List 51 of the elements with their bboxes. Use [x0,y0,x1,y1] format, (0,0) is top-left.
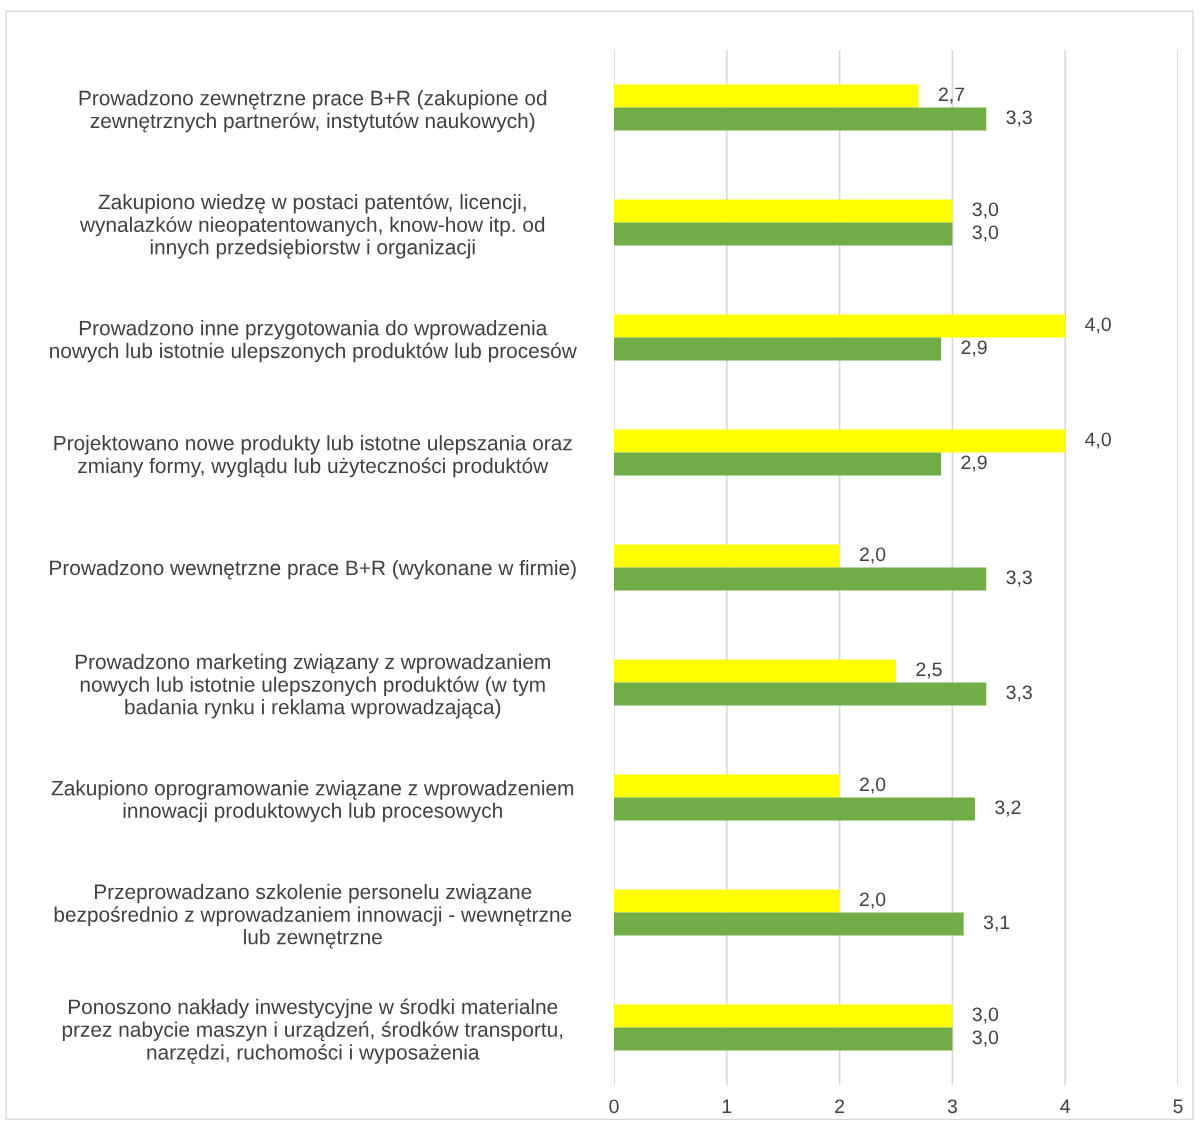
y-tick-label: Zakupiono oprogramowanie związane z wprowadzeniem innowacji produktowych lub procesowych [51,780,574,823]
bar [614,452,942,476]
data-label: 3,1 [983,915,1010,932]
data-label: 3,0 [972,1007,999,1024]
y-tick-label: Przeprowadzano szkolenie personelu związane bezpośrednio z wprowadzaniem innowacji - wewnętrzne lub zewnętrzne [54,883,572,949]
data-label: 3,0 [972,202,999,219]
data-label: 3,2 [995,800,1021,817]
bar [614,544,840,568]
bar [614,337,942,361]
y-tick-label: Projektowano nowe produkty lub istotne ulepszania oraz zmiany formy, wyglądu lub użyteczności produktów [54,435,572,478]
data-label: 3,3 [1006,110,1032,127]
x-tick-label: 4 [1060,1099,1071,1113]
data-label: 4,0 [1085,432,1111,449]
y-tick-label: Prowadzono zewnętrzne prace B+R (zakupione od zewnętrznych partnerów, instytutów naukowych) [79,90,547,133]
y-tick-label: Zakupiono wiedzę w postaci patentów, licencji, wynalazków nieopatentowanych, know-how itp. od innych przedsiębiorstw i organizacji [79,193,545,259]
data-label: 2,7 [938,87,965,104]
x-tick-label: 3 [947,1099,957,1114]
y-tick-label: Ponoszono nakłady inwestycyjne w środki materialne przez nabycie maszyn i urządzeń, środków transportu, narzędzi, ruchomości i wyposażenia [62,998,563,1064]
bar [614,889,840,913]
bar [614,1004,953,1028]
x-tick-label: 5 [1173,1099,1183,1114]
x-tick-label: 1 [722,1099,732,1113]
y-tick-label: Prowadzono inne przygotowania do wprowadzenia nowych lub istotnie ulepszonych produktów lub procesów [50,320,577,363]
bar [614,429,1066,453]
bar [614,682,987,706]
bar [614,222,953,246]
x-tick-label: 2 [835,1099,845,1113]
data-label: 2,9 [961,455,987,472]
bar [614,199,953,223]
data-label: 4,0 [1085,317,1111,334]
bar [614,659,896,683]
y-tick-label: Prowadzono marketing związany z wprowadzaniem nowych lub istotnie ulepszonych produktów (w tym badania rynku i reklama wprowadzająca) [75,653,550,719]
data-label: 3,0 [972,1030,999,1047]
data-label: 3,3 [1006,570,1032,587]
bar [614,774,840,798]
data-label: 2,0 [860,547,886,564]
data-label: 3,0 [972,225,999,242]
data-label: 3,3 [1006,685,1032,702]
y-tick-label: Prowadzono wewnętrzne prace B+R (wykonane w firmie) [50,559,576,580]
bar [614,1027,953,1051]
bar [614,912,964,936]
bar [614,107,987,131]
data-label: 2,0 [860,777,886,794]
bar [614,84,919,108]
bar [614,567,987,591]
x-tick-label: 0 [609,1099,619,1114]
data-label: 2,0 [860,892,886,909]
data-label: 2,9 [961,340,987,357]
bar [614,797,975,821]
data-label: 2,5 [916,662,942,679]
bar [614,314,1066,338]
